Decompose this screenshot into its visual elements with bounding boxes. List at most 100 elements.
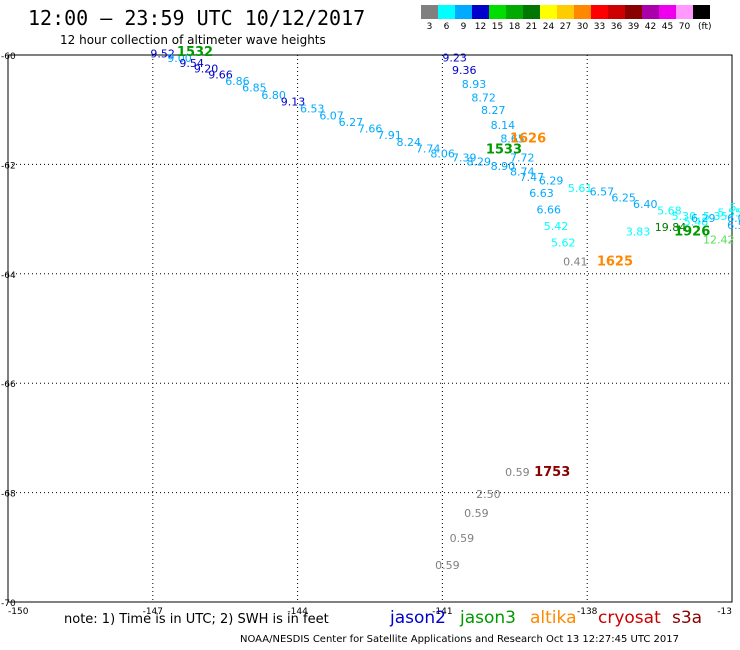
x-tick-label: -138 (577, 607, 598, 617)
pass-time-label: 1625 (597, 255, 633, 270)
y-tick-label: -64 (1, 271, 16, 281)
wave-height-label: 6.53 (300, 102, 325, 115)
wave-height-label: 7.39 (452, 152, 477, 165)
pass-time-label: 1753 (534, 465, 570, 480)
color-scale-label: 30 (576, 22, 589, 32)
pass-time-label: 1626 (510, 132, 546, 147)
wave-height-label: 5.35 (703, 210, 728, 223)
color-scale-cell (574, 5, 591, 19)
wave-height-label: 12.42 (703, 234, 735, 247)
color-scale-label: 6 (443, 22, 450, 32)
color-scale-cell (421, 5, 438, 19)
color-scale-cell (676, 5, 693, 19)
color-scale-cell (506, 5, 523, 19)
color-scale-label: 3 (426, 22, 433, 32)
color-scale-cell (455, 5, 472, 19)
wave-height-label: 8.72 (471, 91, 496, 104)
x-tick-label: -150 (8, 607, 29, 617)
wave-height-label: 9.52 (150, 48, 175, 61)
color-scale-unit: (ft) (698, 22, 712, 32)
color-scale-label: 45 (661, 22, 674, 32)
y-tick-label: -66 (1, 380, 16, 390)
wave-height-label: 8.65 (500, 133, 525, 146)
color-scale-label: 70 (678, 22, 691, 32)
wave-height-label: 6.29 (691, 212, 716, 225)
color-scale-cell (659, 5, 676, 19)
wave-height-label: 6.86 (225, 75, 250, 88)
wave-height-label: 6.40 (633, 198, 658, 211)
color-scale-label: 12 (474, 22, 487, 32)
wave-height-label: 5.68 (657, 205, 682, 218)
y-tick-label: -68 (1, 490, 16, 500)
color-scale-label: 18 (508, 22, 521, 32)
plot-frame (7, 54, 733, 603)
legend-entry-jason3: jason3 (460, 608, 516, 628)
legend-entry-s3a: s3a (672, 608, 703, 628)
wave-height-label: 9.66 (208, 69, 233, 82)
wave-height-label: 6.27 (339, 116, 364, 129)
wave-height-label: 0.59 (505, 466, 530, 479)
color-scale-cell (489, 5, 506, 19)
pass-time-label: 1532 (177, 45, 213, 60)
color-scale-cell (693, 5, 710, 19)
color-scale-cell (438, 5, 455, 19)
wave-height-label: 5.2 (730, 201, 740, 214)
color-scale-label: 15 (491, 22, 504, 32)
wave-height-label: 6.29 (539, 175, 564, 188)
x-tick-label: -13 (717, 607, 732, 617)
wave-height-label: 9.36 (452, 64, 477, 77)
wave-height-label: 19.84 (655, 221, 687, 234)
wave-height-label: 8.14 (491, 119, 515, 132)
wave-height-label: 7.91 (377, 129, 402, 142)
color-scale-label: 39 (627, 22, 640, 32)
wave-height-label: 6.25 (611, 192, 636, 205)
chart-subtitle: 12 hour collection of altimeter wave hei… (60, 33, 326, 47)
color-scale-cell (557, 5, 574, 19)
wave-height-label: 6.0 (727, 212, 740, 225)
color-scale-cell (642, 5, 659, 19)
legend-entry-jason2: jason2 (390, 608, 446, 628)
wave-height-label: 6.66 (537, 204, 562, 217)
wave-height-label: 7.74 (416, 142, 441, 155)
color-scale-cell (472, 5, 489, 19)
wave-height-label: 8.24 (397, 136, 422, 149)
wave-height-label: 7.72 (510, 152, 535, 165)
chart-title: 12:00 – 23:59 UTC 10/12/2017 (28, 6, 366, 30)
wave-height-label: 6.63 (529, 187, 554, 200)
wave-height-label: 6.59 (727, 219, 740, 232)
pass-time-label: 1533 (486, 142, 522, 157)
wave-height-label: 5.42 (544, 220, 569, 233)
color-scale-cell (591, 5, 608, 19)
color-scale-cell (523, 5, 540, 19)
wave-height-label: 8.27 (481, 104, 506, 117)
wave-height-label: 2.50 (476, 488, 501, 501)
color-scale-label: 36 (610, 22, 623, 32)
x-tick-label: -144 (287, 607, 308, 617)
wave-height-label: 6.80 (261, 89, 286, 102)
wave-height-label: 9.13 (281, 95, 306, 108)
y-tick-label: -62 (1, 161, 16, 171)
color-scale-cell (625, 5, 642, 19)
pass-time-label: 1926 (674, 225, 710, 240)
color-scale-cell (608, 5, 625, 19)
wave-height-label: 9.00 (167, 52, 192, 65)
x-tick-label: -141 (432, 607, 452, 617)
wave-height-label: 6.85 (242, 82, 266, 95)
wave-height-label: 5.48 (684, 216, 709, 229)
color-scale-label: 33 (593, 22, 606, 32)
wave-height-label: 7.66 (358, 123, 383, 136)
y-tick-label: -60 (1, 52, 16, 62)
color-scale-cell (540, 5, 557, 19)
color-scale-label: 42 (644, 22, 657, 32)
color-scale-label: 21 (525, 22, 538, 32)
x-tick-label: -147 (143, 607, 163, 617)
legend-entry-altika: altika (530, 608, 577, 628)
wave-height-label: 8.90 (491, 160, 515, 173)
wave-height-label: 5.61 (568, 182, 593, 195)
wave-height-label: 9.23 (442, 52, 467, 65)
wave-height-label: 3.83 (626, 226, 651, 239)
credit-line: NOAA/NESDIS Center for Satellite Applica… (240, 634, 679, 645)
wave-height-label: 8.93 (462, 78, 487, 91)
wave-height-label: 9.54 (179, 57, 204, 70)
wave-height-label: 0.41 (563, 256, 588, 269)
